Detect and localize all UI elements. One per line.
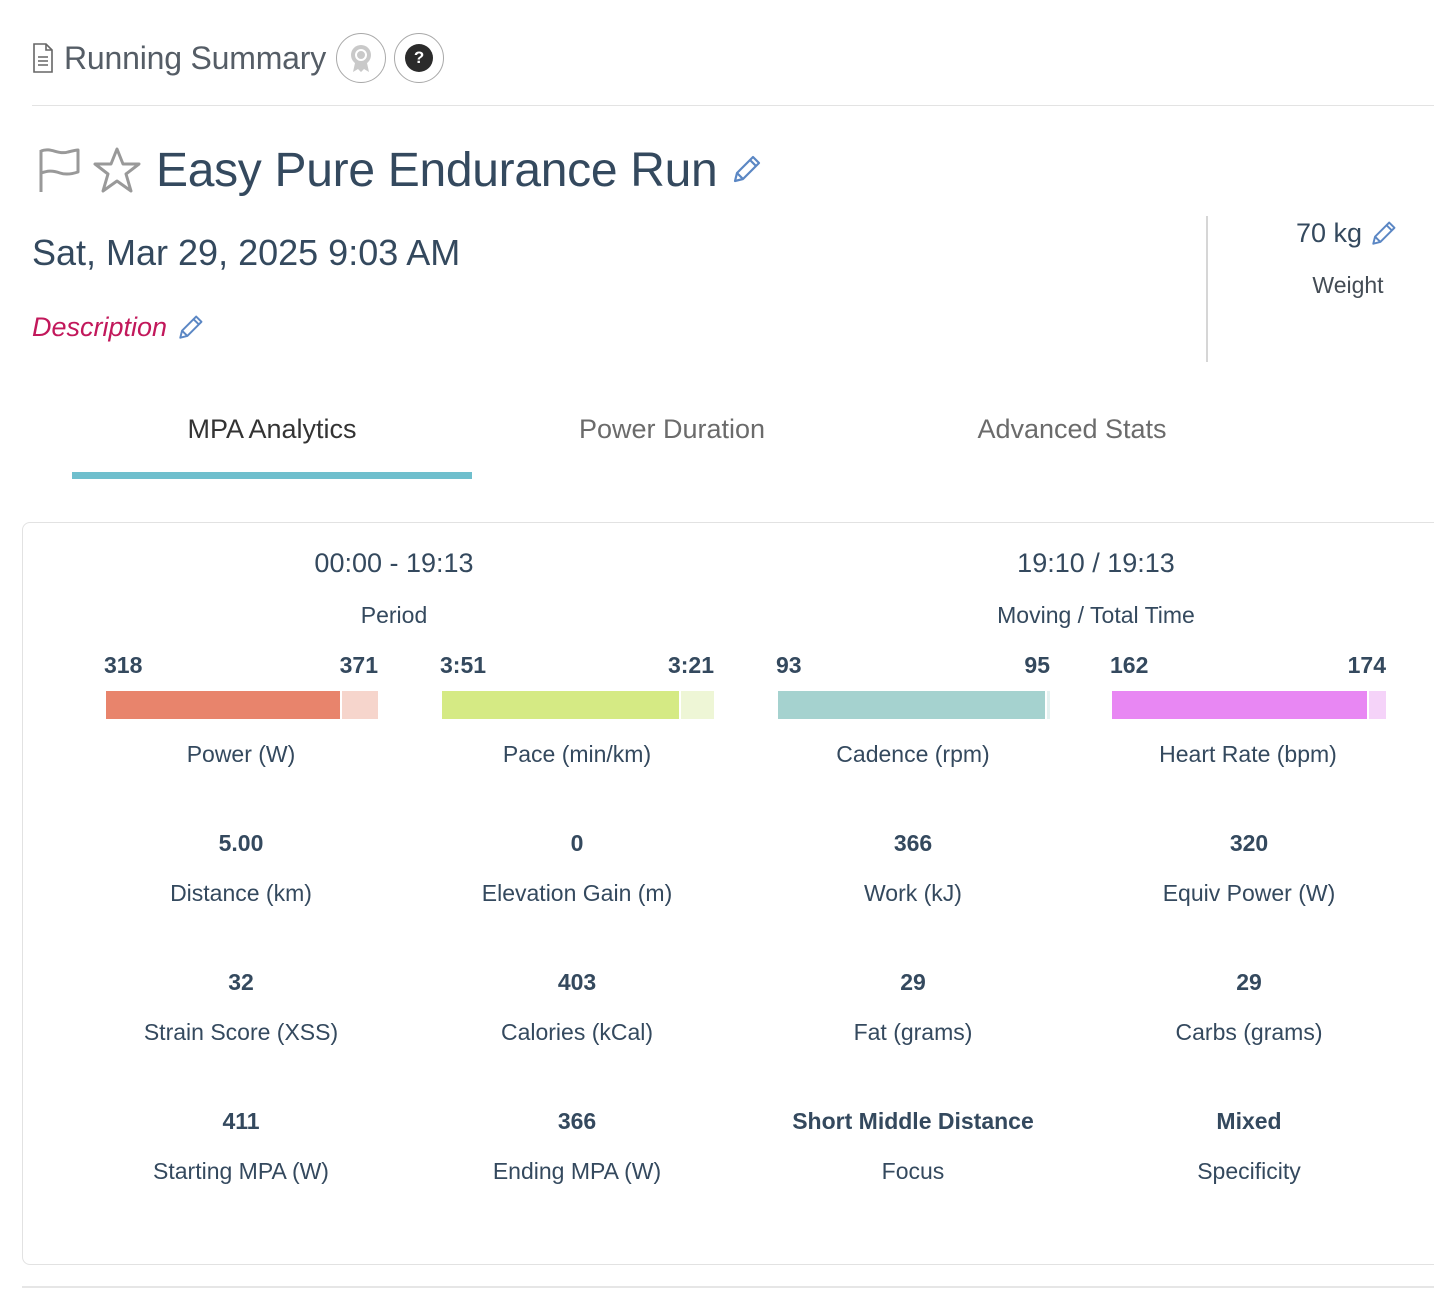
bar-remainder (1366, 691, 1386, 719)
metric-distance: 5.00 Distance (km) (73, 830, 409, 907)
metric-carbs: 29 Carbs (grams) (1081, 969, 1417, 1046)
metric-label: Work (kJ) (864, 880, 962, 906)
metric-ending-mpa: 366 Ending MPA (W) (409, 1108, 745, 1185)
metric-label: Strain Score (XSS) (143, 1019, 339, 1045)
help-icon: ? (405, 44, 434, 72)
bar-fill (106, 691, 340, 719)
bar-fill (778, 691, 1045, 719)
edit-weight-pencil-icon[interactable] (1368, 219, 1398, 249)
metric-work: 366 Work (kJ) (745, 830, 1081, 907)
time-label: Moving / Total Time (997, 602, 1195, 628)
bar-fill (1112, 691, 1367, 719)
period-label: Period (360, 602, 428, 628)
flag-icon[interactable] (36, 146, 82, 194)
metric-label: Calories (kCal) (500, 1019, 654, 1045)
edit-description-pencil-icon[interactable] (175, 313, 205, 343)
metric-strain-score: 32 Strain Score (XSS) (73, 969, 409, 1046)
weight-value: 70 kg (1296, 218, 1363, 248)
bar-remainder (1044, 691, 1050, 719)
document-icon (32, 43, 54, 73)
metric-label: Ending MPA (W) (492, 1158, 662, 1184)
metric-label: Distance (km) (170, 880, 312, 906)
metric-calories: 403 Calories (kCal) (409, 969, 745, 1046)
metric-value: 0 (570, 830, 584, 856)
edit-title-pencil-icon[interactable] (729, 153, 763, 187)
header-divider (32, 105, 1434, 106)
metric-value: 29 (1236, 969, 1262, 995)
tab-power-duration[interactable]: Power Duration (578, 414, 766, 444)
metric-specificity: Mixed Specificity (1081, 1108, 1417, 1185)
time-value: 19:10 / 19:13 (1017, 548, 1175, 578)
bar-label: Pace (min/km) (502, 741, 652, 767)
analytics-panel (22, 522, 1434, 1265)
bar-label: Heart Rate (bpm) (1159, 741, 1337, 767)
metric-equiv-power: 320 Equiv Power (W) (1081, 830, 1417, 907)
metric-value: 32 (228, 969, 254, 995)
bar-metric-cadence: 93 95 Cadence (rpm) (776, 652, 1050, 768)
active-tab-indicator (72, 472, 472, 479)
metric-value: 403 (557, 969, 597, 995)
award-button[interactable] (336, 33, 387, 83)
description-row[interactable]: Description (32, 312, 205, 343)
bar-max-value: 95 (1024, 652, 1050, 678)
bar-metric-heart-rate: 162 174 Heart Rate (bpm) (1110, 652, 1386, 768)
metric-value: 411 (222, 1108, 260, 1134)
metric-label: Fat (grams) (853, 1019, 973, 1045)
bar-label: Cadence (rpm) (836, 741, 990, 767)
metric-value: 366 (893, 830, 933, 856)
vertical-separator (1206, 216, 1208, 362)
page-title: Running Summary (64, 39, 327, 76)
tab-advanced-stats[interactable]: Advanced Stats (977, 414, 1167, 444)
award-icon (348, 43, 374, 73)
period-value: 00:00 - 19:13 (314, 548, 474, 578)
bar-max-value: 371 (339, 652, 378, 678)
bar-avg-value: 318 (104, 652, 143, 678)
metric-starting-mpa: 411 Starting MPA (W) (73, 1108, 409, 1185)
tab-mpa-analytics[interactable]: MPA Analytics (187, 414, 357, 444)
workout-date: Sat, Mar 29, 2025 9:03 AM (32, 232, 461, 273)
metric-value: 5.00 (218, 830, 264, 856)
metric-fat: 29 Fat (grams) (745, 969, 1081, 1046)
help-button[interactable]: ? (394, 33, 445, 83)
metric-value: 29 (900, 969, 926, 995)
metric-focus: Short Middle Distance Focus (745, 1108, 1081, 1185)
metric-value: 366 (557, 1108, 597, 1134)
bar-label: Power (W) (186, 741, 296, 767)
bar-avg-value: 93 (776, 652, 802, 678)
description-label: Description (32, 312, 168, 342)
workout-title: Easy Pure Endurance Run (156, 143, 718, 197)
metric-value: Short Middle Distance (792, 1108, 1034, 1134)
bar-max-value: 3:21 (667, 652, 714, 678)
bar-metric-pace: 3:51 3:21 Pace (min/km) (440, 652, 714, 768)
next-panel-edge (22, 1286, 1434, 1288)
metric-label: Starting MPA (W) (153, 1158, 329, 1184)
metric-value: Mixed (1216, 1108, 1282, 1134)
weight-label: Weight (1312, 272, 1384, 298)
metric-elevation-gain: 0 Elevation Gain (m) (409, 830, 745, 907)
workout-title-row: Easy Pure Endurance Run (36, 138, 763, 202)
bar-max-value: 174 (1347, 652, 1386, 678)
metric-label: Carbs (grams) (1175, 1019, 1323, 1045)
bar-track (106, 691, 378, 719)
metric-label: Elevation Gain (m) (481, 880, 673, 906)
metrics-grid: 5.00 Distance (km) 0 Elevation Gain (m) 36… (73, 830, 1417, 1185)
bar-avg-value: 3:51 (440, 652, 487, 678)
metric-label: Focus (881, 1158, 945, 1184)
metric-label: Specificity (1197, 1158, 1301, 1184)
star-icon[interactable] (92, 146, 142, 194)
bar-remainder (678, 691, 714, 719)
bar-metric-power: 318 371 Power (W) (104, 652, 378, 768)
bar-track (442, 691, 714, 719)
weight-value-row: 70 kg (1296, 218, 1398, 249)
bar-remainder (339, 691, 378, 719)
bar-fill (442, 691, 679, 719)
page-header: Running Summary ? (32, 28, 445, 88)
metric-label: Equiv Power (W) (1162, 880, 1336, 906)
bar-avg-value: 162 (1110, 652, 1149, 678)
bar-track (778, 691, 1050, 719)
bar-track (1112, 691, 1386, 719)
metric-value: 320 (1229, 830, 1269, 856)
